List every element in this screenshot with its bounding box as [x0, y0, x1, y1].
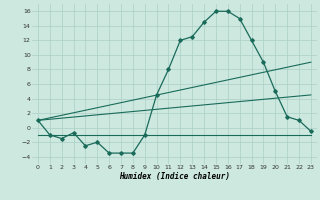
X-axis label: Humidex (Indice chaleur): Humidex (Indice chaleur) — [119, 172, 230, 181]
